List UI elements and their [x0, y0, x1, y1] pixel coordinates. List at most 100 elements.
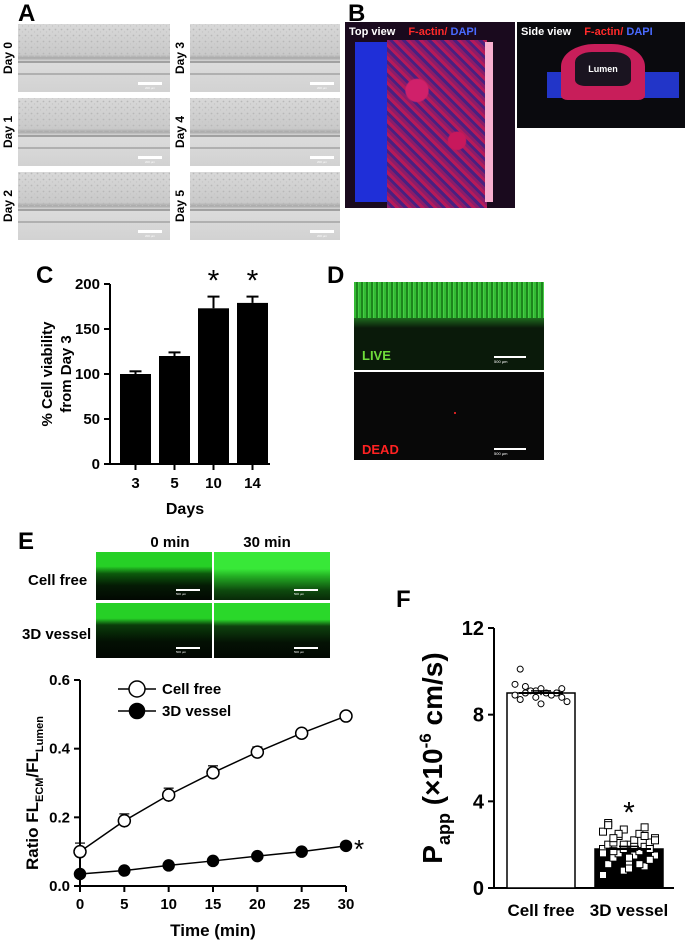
data-point: [251, 849, 264, 863]
data-point: [73, 867, 87, 881]
data-point: [604, 860, 613, 869]
data-point: [161, 788, 176, 802]
panel-letter-a: A: [18, 0, 36, 27]
scale-bar-label: 200 µm: [145, 160, 156, 164]
bar-3: [120, 374, 151, 464]
y-label-base: P: [417, 845, 448, 864]
y-label-base: Ratio FL: [23, 802, 42, 870]
x-tick-label: 20: [249, 896, 266, 913]
y-axis-label: Papp (×10-6 cm/s): [416, 652, 454, 863]
live-cell-layer: [354, 282, 544, 320]
micrograph-panel: 200 µm Day 4: [173, 98, 340, 166]
data-point: [118, 864, 131, 877]
data-point: [599, 849, 607, 858]
data-point: [532, 693, 540, 701]
day-label: Day 3: [173, 42, 187, 74]
legend-label: Cell free: [162, 681, 221, 698]
y-tick-label: 0.4: [49, 741, 71, 758]
data-point: [294, 726, 309, 740]
x-tick-label: Cell free: [507, 901, 574, 920]
data-point: [651, 851, 659, 860]
y-tick-label: 50: [83, 411, 100, 428]
top-view-image: Top view F-actin/ DAPI: [345, 22, 515, 208]
data-point: [640, 823, 649, 832]
data-point: [73, 844, 87, 859]
micrograph-panel: 200 µm Day 3: [173, 24, 340, 92]
y-label-rest: (×10: [417, 748, 448, 813]
scale-bar-label: 200 µm: [317, 86, 328, 90]
scale-bar: [310, 156, 334, 159]
legend-marker: [128, 702, 146, 720]
x-tick-label: 10: [160, 896, 177, 913]
live-label: LIVE: [362, 348, 391, 363]
y-tick-label: 0.0: [49, 878, 70, 895]
legend-marker: [128, 680, 146, 698]
scale-bar-label: 200 µm: [145, 234, 156, 238]
x-tick-label: 30: [338, 896, 355, 913]
y-label-rest: cm/s): [417, 652, 448, 733]
day-label: Day 5: [173, 190, 187, 222]
y-tick-label: 0.2: [49, 809, 70, 826]
significance-star: *: [208, 265, 220, 298]
data-point: [516, 665, 524, 673]
x-tick-label: 0: [76, 896, 84, 913]
scale-bar: [310, 82, 334, 85]
vessel-edge: [485, 42, 493, 202]
y-tick-label: 0: [92, 456, 100, 473]
data-point: [511, 680, 519, 688]
scale-bar: [294, 589, 318, 591]
data-point: [558, 693, 566, 701]
panel-letter-b: B: [348, 0, 366, 27]
cell-texture: [18, 172, 170, 206]
data-point: [609, 847, 618, 856]
significance-star: *: [623, 797, 635, 830]
x-tick-label: 14: [244, 475, 261, 492]
data-point: [625, 864, 633, 873]
data-point: [516, 696, 524, 703]
scale-bar: [176, 647, 200, 649]
y-tick-label: 200: [75, 276, 100, 293]
data-point: [206, 765, 220, 780]
data-point: [614, 829, 623, 838]
panel-letter-f: F: [396, 586, 411, 613]
cell-texture: [190, 24, 340, 58]
scale-bar: [176, 589, 200, 591]
scale-bar-label: 200 µm: [145, 86, 156, 90]
y-tick-label: 100: [75, 366, 100, 383]
data-point: [250, 745, 265, 759]
x-tick-label: 5: [170, 475, 178, 492]
micrograph-panel: 200 µm Day 0: [1, 24, 170, 92]
y-label-mid: /FL: [23, 752, 42, 778]
scale-bar-label: 200 µm: [317, 234, 328, 238]
x-tick-label: 15: [205, 896, 222, 913]
x-axis-label: Days: [166, 501, 204, 518]
day-label: Day 2: [1, 190, 15, 222]
bar-5: [159, 356, 190, 464]
y-tick-label: 0.6: [49, 672, 70, 689]
side-view-image: Side view F-actin/ DAPI Lumen: [517, 22, 685, 128]
scale-bar: [138, 156, 162, 159]
significance-star: *: [354, 834, 364, 864]
cell-texture: [18, 98, 170, 132]
y-axis-label-line: from Day 3: [58, 335, 75, 413]
data-point: [295, 845, 308, 858]
y-tick-label: 8: [473, 705, 484, 727]
x-tick-label: 3D vessel: [590, 901, 668, 920]
scale-bar-label: 200 µm: [317, 160, 328, 164]
micrograph-panel: 200 µm Day 5: [173, 172, 340, 240]
y-tick-label: 12: [462, 618, 484, 640]
x-tick-label: 10: [205, 475, 222, 492]
top-view-caption: Top view F-actin/ DAPI: [349, 26, 477, 38]
y-label-sup: -6: [416, 733, 435, 748]
col-label-30min: 30 min: [243, 534, 291, 551]
chart-f-papp: 0 4 8 12 Cell free 3D vessel * Papp (×10-6 cm/s…: [416, 618, 674, 920]
y-tick-label: 4: [473, 791, 485, 813]
y-label-sub: Lumen: [34, 716, 46, 752]
chart-e-permeation: 0.0 0.2 0.4 0.6 0 5 10 15 20 25 30 Time (min) Ratio …: [23, 672, 364, 940]
scale-bar: [310, 230, 334, 233]
y-tick-label: 150: [75, 321, 100, 338]
x-axis-label: Time (min): [170, 921, 256, 940]
bar-0: [506, 692, 576, 889]
lumen-label: Lumen: [575, 52, 631, 86]
scale-bar: [494, 448, 526, 450]
